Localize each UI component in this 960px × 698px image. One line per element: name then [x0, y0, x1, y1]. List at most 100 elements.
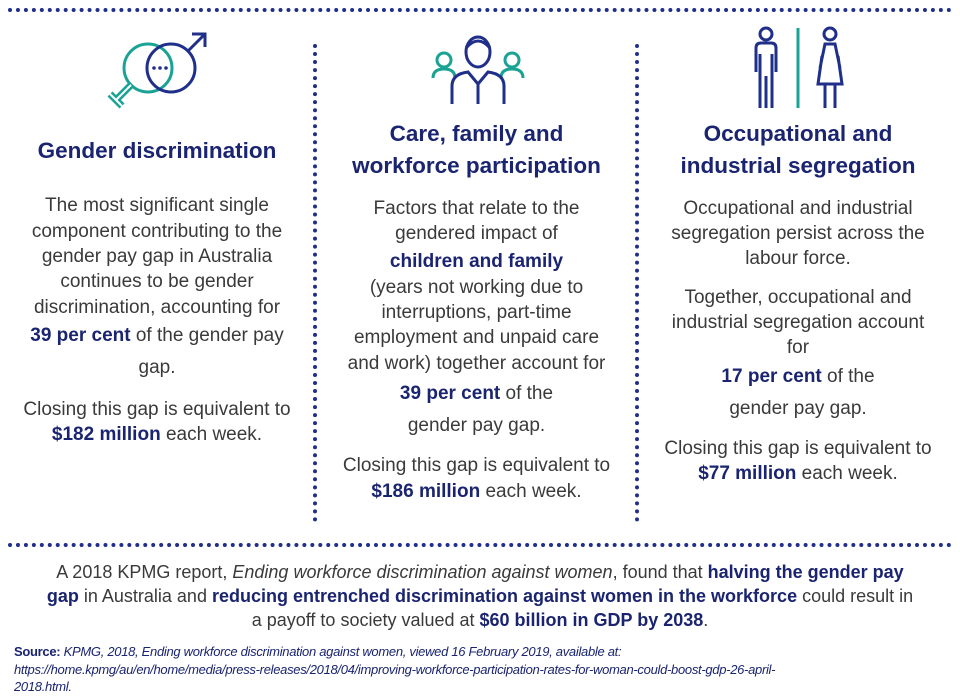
family-people-icon	[431, 35, 525, 104]
text-segment: Together, occupational and	[684, 287, 912, 308]
footer-line: a payoff to society valued at $60 billio…	[0, 608, 960, 632]
body-line: industrial segregation account	[640, 311, 956, 335]
text-segment: labour force.	[745, 248, 851, 269]
emphasis-text: gap	[46, 586, 79, 606]
text-segment: for	[786, 337, 810, 358]
text-segment: component contributing to the	[31, 221, 283, 242]
body-line: $77 million each week.	[640, 462, 956, 486]
body-line: interruptions, part-time	[318, 301, 635, 325]
emphasis-text: reducing entrenched discrimination again…	[211, 586, 798, 606]
body-line: gender pay gap.	[640, 397, 956, 421]
body-line: 39 per cent of the gender pay	[0, 324, 314, 348]
emphasis-text: 17 per cent	[721, 366, 822, 387]
body-line: gender pay gap.	[318, 414, 635, 438]
column-occupational-segregation: Occupational and industrial segregation Oc…	[640, 0, 956, 530]
text-segment: employment and unpaid care	[353, 327, 600, 348]
text-segment: and work) together account for	[347, 353, 606, 374]
text-segment: https://home.kpmg/au/en/home/media/press…	[14, 662, 776, 677]
column-divider	[635, 44, 639, 522]
body-line: $182 million each week.	[0, 423, 314, 447]
text-segment: each week.	[480, 481, 582, 502]
footer-divider	[8, 543, 952, 547]
text-segment: A 2018 KPMG report,	[56, 562, 233, 582]
body-line: labour force.	[640, 247, 956, 271]
body-line: component contributing to the	[0, 220, 314, 244]
body-line: Factors that relate to the	[318, 197, 635, 221]
body-line: and work) together account for	[318, 352, 635, 376]
text-segment: of the gender pay	[130, 325, 284, 346]
source-line: https://home.kpmg/au/en/home/media/press…	[14, 661, 775, 678]
text-segment: a payoff to society valued at	[251, 610, 480, 630]
text-segment: Factors that relate to the	[373, 198, 580, 219]
text-segment: could result in	[797, 586, 914, 606]
body-line: discrimination, accounting for	[0, 296, 314, 320]
emphasis-text: children and family	[389, 251, 564, 272]
source-line: Source: KPMG, 2018, Ending workforce dis…	[14, 643, 622, 660]
text-segment: industrial segregation account	[671, 312, 925, 333]
column-heading: Care, family and	[389, 121, 564, 146]
body-line: employment and unpaid care	[318, 326, 635, 350]
text-segment: , found that	[612, 562, 708, 582]
text-segment: gendered impact of	[395, 223, 558, 244]
emphasis-text: $182 million	[51, 424, 161, 445]
text-segment: of the	[500, 383, 554, 404]
emphasis-text: $60 billion in GDP by 2038	[479, 610, 704, 630]
body-line: The most significant single	[0, 194, 314, 218]
emphasis-text: $77 million	[698, 463, 797, 484]
column-care-family: Care, family and workforce participation F…	[318, 0, 635, 530]
body-line: Closing this gap is equivalent to	[318, 454, 635, 478]
text-segment: Closing this gap is equivalent to	[664, 438, 932, 459]
body-line: Closing this gap is equivalent to	[640, 437, 956, 461]
body-line: Closing this gap is equivalent to	[0, 398, 314, 422]
column-heading: industrial segregation	[680, 153, 916, 178]
emphasis-text: Source:	[14, 644, 61, 659]
body-line: gender pay gap in Australia	[0, 245, 314, 269]
man-woman-icon	[754, 26, 844, 108]
text-segment: 2018.html.	[14, 679, 72, 694]
footer-line: gap in Australia and reducing entrenched…	[0, 584, 960, 608]
text-segment: KPMG, 2018, Ending workforce discriminat…	[60, 644, 622, 659]
text-segment: in Australia and	[78, 586, 212, 606]
text-segment: discrimination, accounting for	[33, 297, 281, 318]
text-segment: gender pay gap in Australia	[41, 246, 273, 267]
body-line: gendered impact of	[318, 222, 635, 246]
text-segment: gender pay gap.	[729, 398, 867, 419]
column-heading: workforce participation	[352, 153, 601, 178]
text-segment: Closing this gap is equivalent to	[23, 399, 291, 420]
text-segment: Closing this gap is equivalent to	[342, 455, 611, 476]
body-line: 39 per cent of the	[318, 382, 635, 406]
column-heading: Occupational and	[703, 121, 893, 146]
body-line: for	[640, 336, 956, 360]
text-segment: each week.	[160, 424, 263, 445]
text-segment: gender pay gap.	[407, 415, 546, 436]
body-line: children and family	[318, 250, 635, 274]
gender-symbols-icon	[107, 32, 207, 109]
text-segment: Ending workforce discrimination against …	[232, 562, 613, 582]
source-line: 2018.html.	[14, 678, 72, 695]
body-line: 17 per cent of the	[640, 365, 956, 389]
column-divider	[313, 44, 317, 522]
text-segment: The most significant single	[45, 195, 269, 216]
text-segment: Occupational and industrial	[683, 198, 913, 219]
text-segment: .	[703, 610, 709, 630]
text-segment: gap.	[138, 357, 176, 378]
footer-line: A 2018 KPMG report, Ending workforce dis…	[0, 560, 960, 584]
body-line: continues to be gender	[0, 270, 314, 294]
text-segment: segregation persist across the	[671, 223, 925, 244]
body-line: gap.	[0, 356, 314, 380]
column-gender-discrimination: Gender discrimination The most significan…	[0, 0, 314, 530]
text-segment: continues to be gender	[60, 271, 254, 292]
text-segment: (years not working due to	[369, 277, 584, 298]
emphasis-text: $186 million	[371, 481, 481, 502]
body-line: Occupational and industrial	[640, 197, 956, 221]
emphasis-text: 39 per cent	[399, 383, 501, 404]
column-heading: Gender discrimination	[37, 138, 277, 163]
body-line: Together, occupational and	[640, 286, 956, 310]
body-line: $186 million each week.	[318, 480, 635, 504]
text-segment: interruptions, part-time	[381, 302, 572, 323]
text-segment: of the	[821, 366, 875, 387]
body-line: segregation persist across the	[640, 222, 956, 246]
body-line: (years not working due to	[318, 276, 635, 300]
emphasis-text: halving the gender pay	[707, 562, 904, 582]
top-divider	[8, 8, 952, 12]
